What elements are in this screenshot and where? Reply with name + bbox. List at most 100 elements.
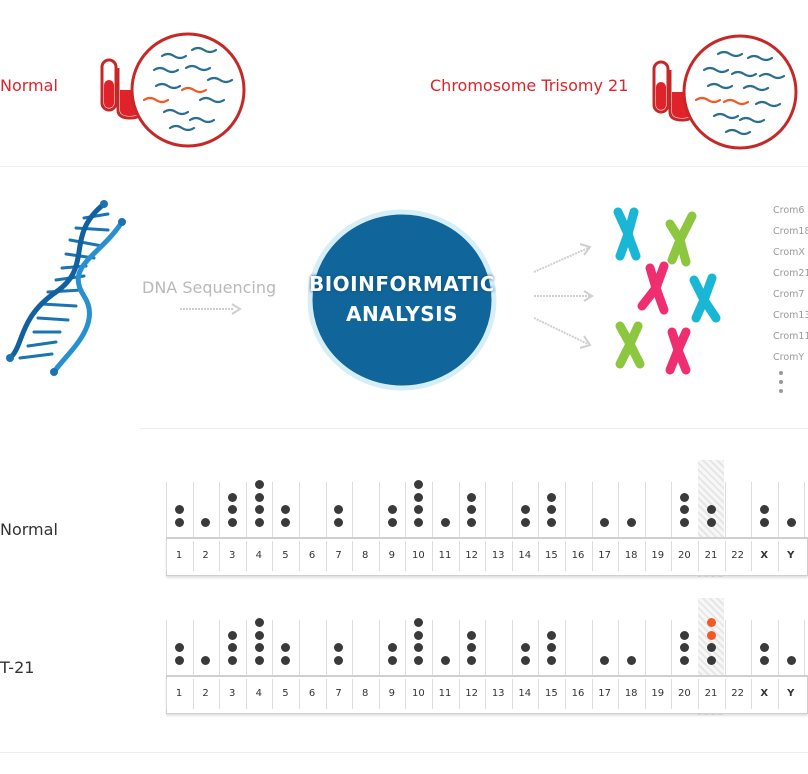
strip-separator xyxy=(378,679,380,709)
chromosome-number: 3 xyxy=(229,688,236,699)
strip-separator xyxy=(192,679,194,709)
chromosome-copy-dot xyxy=(387,655,397,665)
crom-item: CromY xyxy=(773,352,805,363)
chromosome-copy-dot xyxy=(600,655,610,665)
crom-item: CromX xyxy=(773,247,805,258)
chromosome-copy-dot xyxy=(680,630,690,640)
strip-separator xyxy=(511,541,513,571)
chromosome-copy-dot xyxy=(334,643,344,652)
strip-separator xyxy=(724,541,726,571)
chromosome-number: 5 xyxy=(282,550,289,561)
strip-separator xyxy=(644,679,646,709)
chromosome-list: Crom6 Crom18 CromX Crom21 Crom7 Crom13 C… xyxy=(773,200,808,368)
grid-line xyxy=(219,482,221,559)
strip-separator xyxy=(671,679,673,709)
chromosome-copy-dot xyxy=(706,517,716,527)
strip-separator xyxy=(166,541,167,571)
chromosome-number: 21 xyxy=(704,550,718,561)
strip-separator xyxy=(432,679,433,709)
chromosome-copy-dot xyxy=(201,517,211,527)
chromosome-copy-dot xyxy=(254,630,264,640)
chromosome-number: 12 xyxy=(465,688,478,699)
chromosome-copy-dot xyxy=(254,492,264,502)
chromosome-number: 10 xyxy=(412,550,425,561)
grid-line xyxy=(458,620,460,697)
strip-separator xyxy=(458,541,460,571)
grid-line xyxy=(405,620,407,697)
chromosome-copy-dot xyxy=(547,505,557,514)
chromosome-copy-dot xyxy=(281,643,291,652)
row-label-normal: Normal xyxy=(0,520,58,539)
crom-item: Crom7 xyxy=(773,289,805,300)
chromosome-number: 15 xyxy=(545,550,558,561)
chromosome-copy-dot xyxy=(334,505,344,514)
grid-line xyxy=(511,620,513,697)
grid-line xyxy=(405,482,407,559)
grid-line xyxy=(192,620,194,697)
chromosome-copy-dot xyxy=(467,517,477,527)
chromosome-copy-dot xyxy=(387,643,397,652)
grid-line xyxy=(804,482,806,559)
strip-separator xyxy=(485,679,487,709)
chromosome-copy-dot xyxy=(467,655,477,665)
chromosome-copy-dot xyxy=(547,517,557,527)
grid-line xyxy=(166,482,167,559)
chromosome-copy-dot xyxy=(440,655,450,665)
grid-line xyxy=(618,482,620,559)
chromosome-number: 21 xyxy=(704,688,718,699)
extra-copy-dot xyxy=(706,630,716,640)
karyotype-t21: 1 2 3 4 5 6 7 8 9 10 11 12 13 14 15 16 17 18 19 20 21 22 X Y xyxy=(166,598,808,718)
chromosome-copy-dot xyxy=(600,517,610,527)
chromosome-copy-dot xyxy=(760,517,769,527)
chromosome-copy-dot xyxy=(760,643,769,652)
strip-separator xyxy=(591,541,593,571)
chromosome-number: 16 xyxy=(571,550,585,561)
chromosome-copy-dot xyxy=(387,517,397,527)
grid-line xyxy=(565,482,566,559)
strip-separator xyxy=(565,679,566,709)
chromosome-copy-dot xyxy=(547,492,557,502)
chromosome-number: 3 xyxy=(229,550,236,561)
chromosome-number: 20 xyxy=(678,688,691,699)
grid-line xyxy=(777,482,779,559)
chromosome-number: 9 xyxy=(388,688,395,699)
grid-line xyxy=(166,620,167,697)
chromosome-copy-dot xyxy=(467,505,477,514)
grid-line xyxy=(724,620,726,697)
chromosome-copy-dot xyxy=(228,517,237,527)
chromosome-copy-dot xyxy=(786,655,796,665)
chromosome-copy-dot xyxy=(440,517,450,527)
chromosome-copy-dot xyxy=(706,505,716,514)
chromosome-number: 7 xyxy=(335,550,342,561)
chromosome-copy-dot xyxy=(680,655,690,665)
grid-line xyxy=(272,482,274,559)
chromosome-copy-dot xyxy=(254,480,264,489)
strip-separator xyxy=(245,541,247,571)
strip-separator xyxy=(618,541,620,571)
strip-separator xyxy=(272,541,274,571)
chromosome-copy-dot xyxy=(467,643,477,652)
grid-line xyxy=(644,620,646,697)
strip-separator xyxy=(511,679,513,709)
chromosome-number: 18 xyxy=(624,688,638,699)
chromosome-copy-dot xyxy=(334,655,344,665)
grid-line xyxy=(511,482,513,559)
strip-separator xyxy=(432,541,433,571)
chromosome-copy-dot xyxy=(680,517,690,527)
bio-title-line1: BIOINFORMATIC xyxy=(308,272,496,296)
grid-line xyxy=(777,620,779,697)
grid-line xyxy=(804,620,806,697)
strip-separator xyxy=(299,541,300,571)
chromosome-copy-dot xyxy=(281,505,291,514)
more-dots-icon xyxy=(779,371,783,393)
chromosome-copy-dot xyxy=(254,643,264,652)
chromosome-number: 15 xyxy=(545,688,558,699)
chromosome-number: 6 xyxy=(308,550,316,561)
grid-line xyxy=(618,620,620,697)
chromosome-number: 18 xyxy=(624,550,638,561)
chromosome-copy-dot xyxy=(760,505,769,514)
chromosome-number: 9 xyxy=(388,550,395,561)
grid-line xyxy=(299,620,300,697)
chromosome-number: 13 xyxy=(491,688,505,699)
strip-separator xyxy=(299,679,300,709)
